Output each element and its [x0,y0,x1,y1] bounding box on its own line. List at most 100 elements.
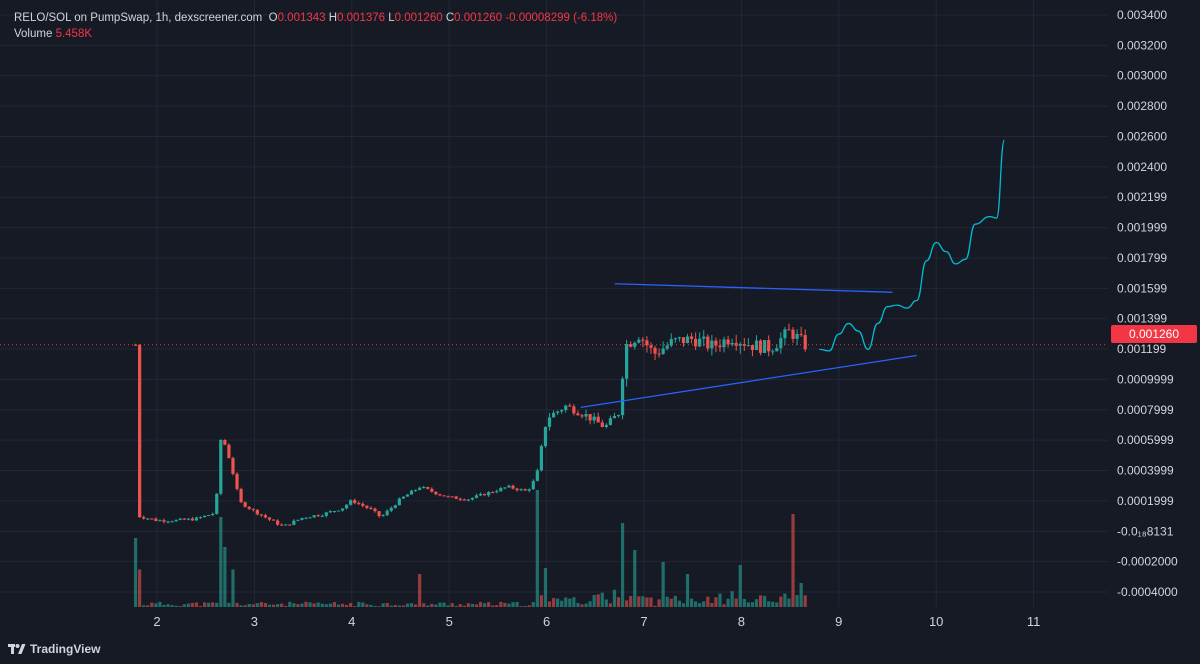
candle-body [340,508,345,511]
tradingview-logo[interactable]: TradingView [8,642,100,656]
x-tick-label: 9 [835,614,842,629]
volume-bar [430,603,434,607]
volume-bar [507,603,511,607]
candle-body [211,513,215,516]
y-tick-label: -0.0₁₈8131 [1117,524,1174,538]
candle-body [689,336,694,339]
candle-body [369,507,373,509]
volume-bar [783,593,787,607]
candle-body [405,494,410,497]
time-axis: 2 3 4 5 6 7 8 9 10 11 [0,607,1108,634]
volume-bar [564,597,568,607]
y-tick-label: 0.002800 [1117,99,1167,113]
volume-bar [146,605,150,607]
volume-bar [568,598,572,607]
volume-bar [332,602,337,607]
volume-bar [401,605,406,607]
candle-body [649,345,653,348]
volume-bar [393,604,397,607]
volume-value: 5.458K [55,28,93,40]
volume-bar [413,604,418,607]
candle-body [304,517,308,519]
volume-bar [292,603,296,607]
footer-bar [0,634,1200,664]
volume-bar [336,604,341,607]
candle-body [255,509,259,515]
candle-body [730,342,734,345]
volume-bar [702,601,706,607]
candle-body [182,518,186,520]
volume-bar [604,599,608,607]
candle-body [438,494,442,496]
candle-body [292,520,296,525]
candle-body [328,511,332,513]
volume-bar [616,597,621,607]
volume-bar [239,605,243,607]
candle-body [694,338,698,347]
y-tick-label: 0.003000 [1117,69,1167,83]
volume-bar [665,596,669,607]
volume-bar [547,601,552,607]
candle-body [150,518,154,520]
candle-body [775,348,779,352]
candle-body [791,329,795,339]
volume-bar [446,605,450,607]
volume-bar [454,605,458,607]
candle-body [401,496,406,499]
volume-bar [154,603,158,607]
candle-body [803,335,807,350]
chart-grid [0,0,1108,607]
candle-body [507,485,511,488]
candle-body [397,498,401,506]
volume-bar [649,597,653,607]
candle-body [349,500,353,505]
volume-bar [438,602,442,607]
volume-bar [763,595,767,607]
volume-bar [381,603,385,607]
candle-body [661,348,665,354]
volume-bar [592,595,596,607]
volume-bar [677,600,681,607]
candle-body [706,336,710,349]
candle-body [787,329,791,331]
candle-body [418,487,422,490]
candle-body [726,339,730,345]
open-value: 0.001343 [277,12,326,24]
volume-bar [442,602,446,607]
candle-body [202,515,207,518]
candle-body [763,340,767,353]
candle-body [600,422,604,427]
volume-bar [478,602,483,607]
y-tick-label: 0.003400 [1117,8,1167,22]
volume-bar [726,598,730,607]
x-tick-label: 8 [738,614,745,629]
candle-body [320,515,324,517]
volume-bar [645,597,649,607]
candle-body [616,415,621,417]
candle-body [653,347,657,354]
volume-bar [405,603,410,607]
candle-body [531,480,535,490]
candle-body [324,512,328,516]
volume-bar [418,574,422,607]
candle-body [580,415,584,417]
candle-body [637,339,641,343]
volume-bar [284,605,288,607]
candle-body [758,340,763,353]
volume-bar [251,604,255,607]
y-tick-label: 0.002400 [1117,160,1167,174]
candle-body [588,414,592,421]
volume-bars [133,490,807,607]
candle-body [535,470,539,481]
candle-body [345,504,349,509]
candle-body [219,439,223,494]
y-tick-label: 0.0005999 [1117,433,1174,447]
y-tick-label: 0.001199 [1117,342,1166,356]
volume-bar [612,589,617,607]
chart-legend: RELO/SOL on PumpSwap, 1h, dexscreener.co… [14,10,617,42]
candle-body [519,489,523,491]
candle-body [515,488,519,491]
volume-bar [194,602,199,607]
volume-bar [531,602,535,607]
